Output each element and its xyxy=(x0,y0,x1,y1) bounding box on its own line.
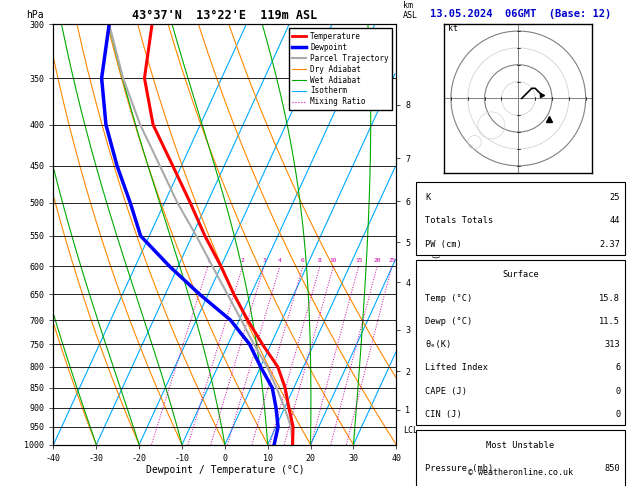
Text: LCL: LCL xyxy=(403,426,418,435)
Title: 43°37'N  13°22'E  119m ASL: 43°37'N 13°22'E 119m ASL xyxy=(132,9,318,22)
Text: 8: 8 xyxy=(318,258,322,263)
Text: 25: 25 xyxy=(610,193,620,202)
Bar xyxy=(416,182,625,255)
Bar xyxy=(416,430,625,486)
Text: K: K xyxy=(425,193,430,202)
Text: Totals Totals: Totals Totals xyxy=(425,216,493,225)
Text: CAPE (J): CAPE (J) xyxy=(425,387,467,396)
Text: Surface: Surface xyxy=(502,270,539,279)
Text: 20: 20 xyxy=(374,258,381,263)
Text: 4: 4 xyxy=(278,258,282,263)
Text: 25: 25 xyxy=(388,258,396,263)
Legend: Temperature, Dewpoint, Parcel Trajectory, Dry Adiabat, Wet Adiabat, Isotherm, Mi: Temperature, Dewpoint, Parcel Trajectory… xyxy=(289,28,392,110)
X-axis label: Dewpoint / Temperature (°C): Dewpoint / Temperature (°C) xyxy=(145,466,304,475)
Text: 0: 0 xyxy=(615,410,620,419)
Text: Dewp (°C): Dewp (°C) xyxy=(425,317,472,326)
Text: 2: 2 xyxy=(241,258,245,263)
Text: 2.37: 2.37 xyxy=(599,240,620,248)
Text: PW (cm): PW (cm) xyxy=(425,240,462,248)
Text: CIN (J): CIN (J) xyxy=(425,410,462,419)
Text: Most Unstable: Most Unstable xyxy=(486,441,555,450)
Text: km
ASL: km ASL xyxy=(403,0,418,20)
Text: Temp (°C): Temp (°C) xyxy=(425,294,472,302)
Text: 1: 1 xyxy=(206,258,209,263)
Text: 6: 6 xyxy=(615,364,620,372)
Text: 44: 44 xyxy=(610,216,620,225)
Text: 3: 3 xyxy=(262,258,266,263)
Text: 15: 15 xyxy=(355,258,362,263)
Text: Lifted Index: Lifted Index xyxy=(425,364,488,372)
Text: kt: kt xyxy=(448,24,457,33)
Text: hPa: hPa xyxy=(26,10,43,20)
Text: 6: 6 xyxy=(301,258,305,263)
Text: 13.05.2024  06GMT  (Base: 12): 13.05.2024 06GMT (Base: 12) xyxy=(430,9,611,19)
Bar xyxy=(416,260,625,425)
Text: θₑ(K): θₑ(K) xyxy=(425,340,451,349)
Text: Mixing Ratio (g/kg): Mixing Ratio (g/kg) xyxy=(433,229,442,324)
Text: 0: 0 xyxy=(615,387,620,396)
Text: Pressure (mb): Pressure (mb) xyxy=(425,464,493,473)
Text: 10: 10 xyxy=(330,258,337,263)
Text: © weatheronline.co.uk: © weatheronline.co.uk xyxy=(468,468,573,477)
Text: 850: 850 xyxy=(604,464,620,473)
Text: 15.8: 15.8 xyxy=(599,294,620,302)
Text: 313: 313 xyxy=(604,340,620,349)
Text: 11.5: 11.5 xyxy=(599,317,620,326)
